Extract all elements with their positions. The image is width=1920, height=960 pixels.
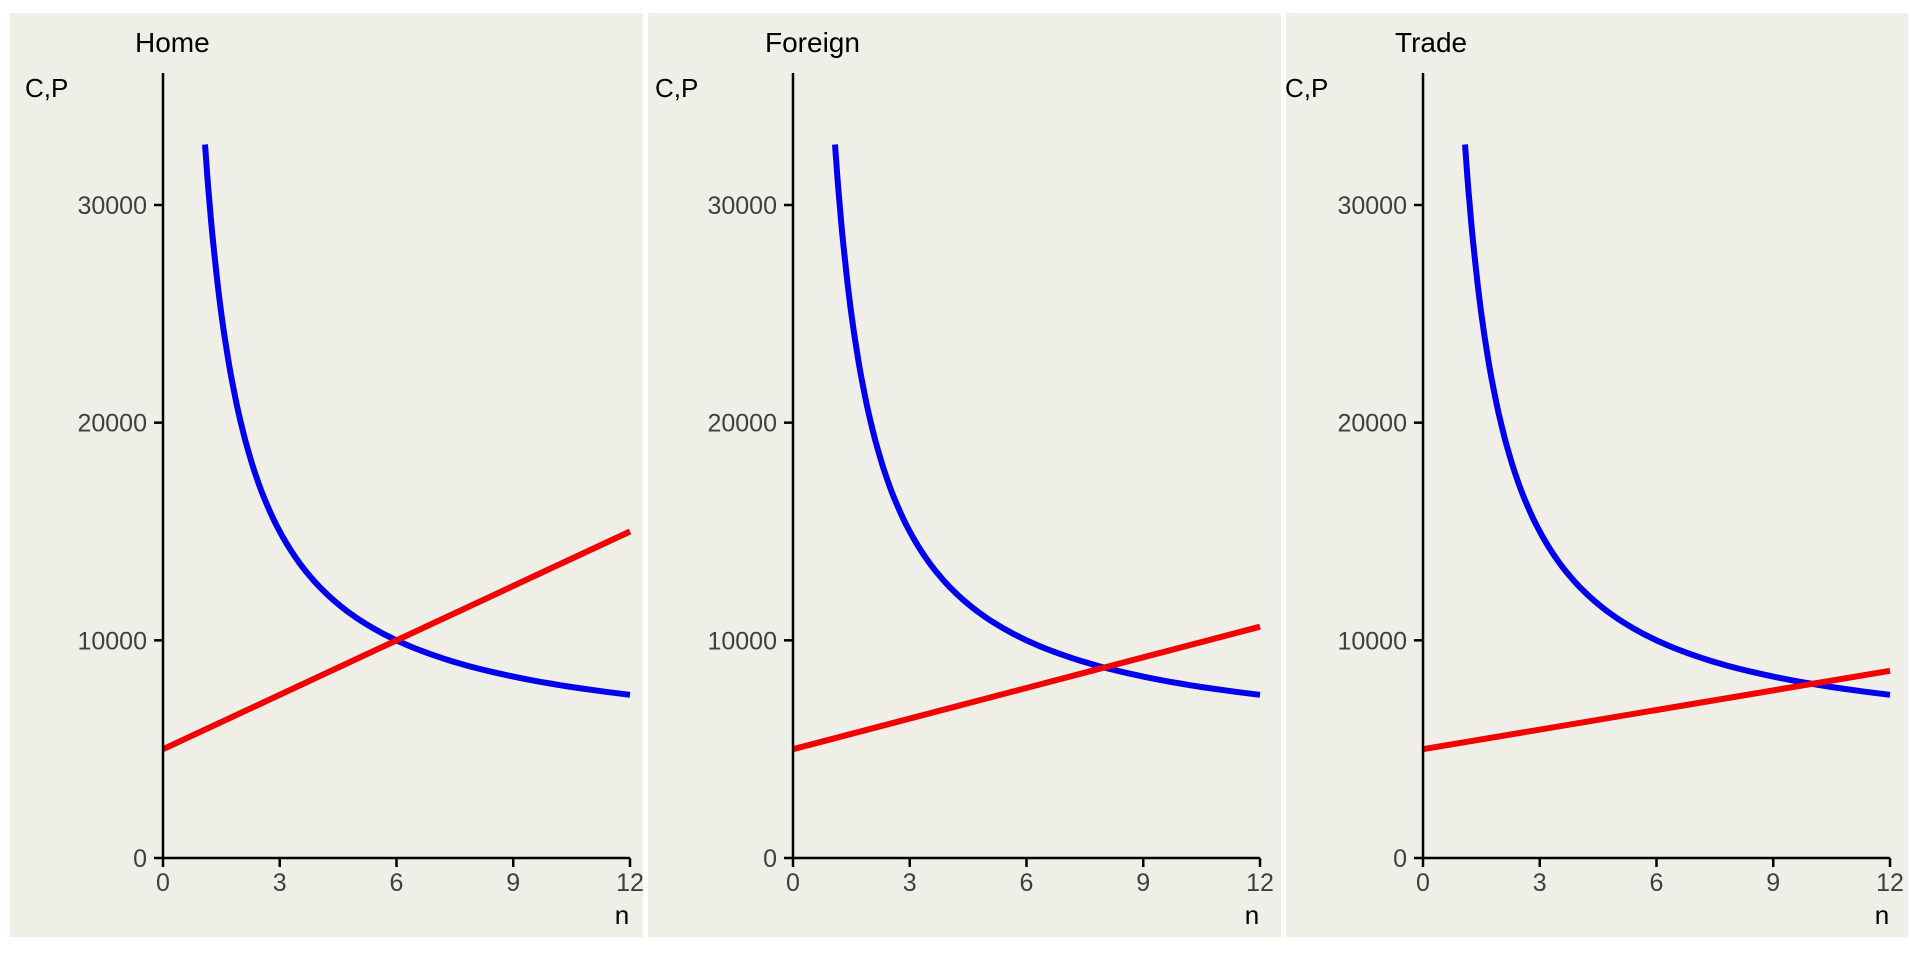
y-tick-label: 0 [133, 845, 147, 873]
x-tick-label: 12 [1246, 869, 1274, 897]
x-tick-label: 3 [273, 869, 287, 897]
x-axis-label: n [615, 900, 629, 930]
panel-background [10, 13, 643, 937]
x-tick-label: 9 [1766, 869, 1780, 897]
x-tick-label: 0 [786, 869, 800, 897]
x-tick-label: 6 [1020, 869, 1034, 897]
y-tick-label: 30000 [707, 192, 777, 220]
panel-background [648, 13, 1281, 937]
y-tick-label: 10000 [77, 627, 147, 655]
x-axis-label: n [1875, 900, 1889, 930]
y-axis-label: C,P [655, 73, 698, 103]
y-tick-label: 20000 [707, 410, 777, 438]
cc-cost-line [1422, 667, 1891, 753]
x-tick-label: 9 [506, 869, 520, 897]
x-tick-label: 0 [1416, 869, 1430, 897]
panel-background [1286, 13, 1908, 937]
y-tick-label: 0 [763, 845, 777, 873]
x-tick-label: 9 [1136, 869, 1150, 897]
x-tick-label: 0 [156, 869, 170, 897]
x-tick-label: 12 [1876, 869, 1904, 897]
panel-title: Foreign [765, 27, 860, 58]
x-tick-label: 12 [616, 869, 644, 897]
x-tick-label: 3 [1533, 869, 1547, 897]
y-tick-label: 0 [1393, 845, 1407, 873]
x-tick-label: 3 [903, 869, 917, 897]
cc-cost-line [792, 623, 1261, 753]
cc-cost-line [161, 528, 632, 752]
y-tick-label: 20000 [77, 410, 147, 438]
y-ticks: 0 10000 20000 30000 [1337, 192, 1423, 873]
y-axis-label: C,P [1285, 73, 1328, 103]
panel-home: 0 10000 20000 30000 0 3 6 9 12 Home C,P n [10, 13, 644, 937]
y-axis-label: C,P [25, 73, 68, 103]
panel-trade: 0 10000 20000 30000 0 3 6 9 12 Trade C,P n [1285, 13, 1908, 937]
y-tick-label: 30000 [77, 192, 147, 220]
x-ticks: 0 3 6 9 12 [1416, 858, 1904, 897]
pp-price-curve [202, 144, 631, 698]
panel-foreign: 0 10000 20000 30000 0 3 6 9 12 Foreign C,P n [648, 13, 1281, 937]
y-tick-label: 30000 [1337, 192, 1407, 220]
y-tick-label: 20000 [1337, 410, 1407, 438]
y-ticks: 0 10000 20000 30000 [77, 192, 163, 873]
x-tick-label: 6 [390, 869, 404, 897]
panel-title: Trade [1395, 27, 1467, 58]
x-ticks: 0 3 6 9 12 [156, 858, 644, 897]
pp-price-curve [1462, 144, 1891, 698]
y-ticks: 0 10000 20000 30000 [707, 192, 793, 873]
x-tick-label: 6 [1650, 869, 1664, 897]
y-tick-label: 10000 [707, 627, 777, 655]
y-tick-label: 10000 [1337, 627, 1407, 655]
x-ticks: 0 3 6 9 12 [786, 858, 1274, 897]
x-axis-label: n [1245, 900, 1259, 930]
panel-title: Home [135, 27, 210, 58]
